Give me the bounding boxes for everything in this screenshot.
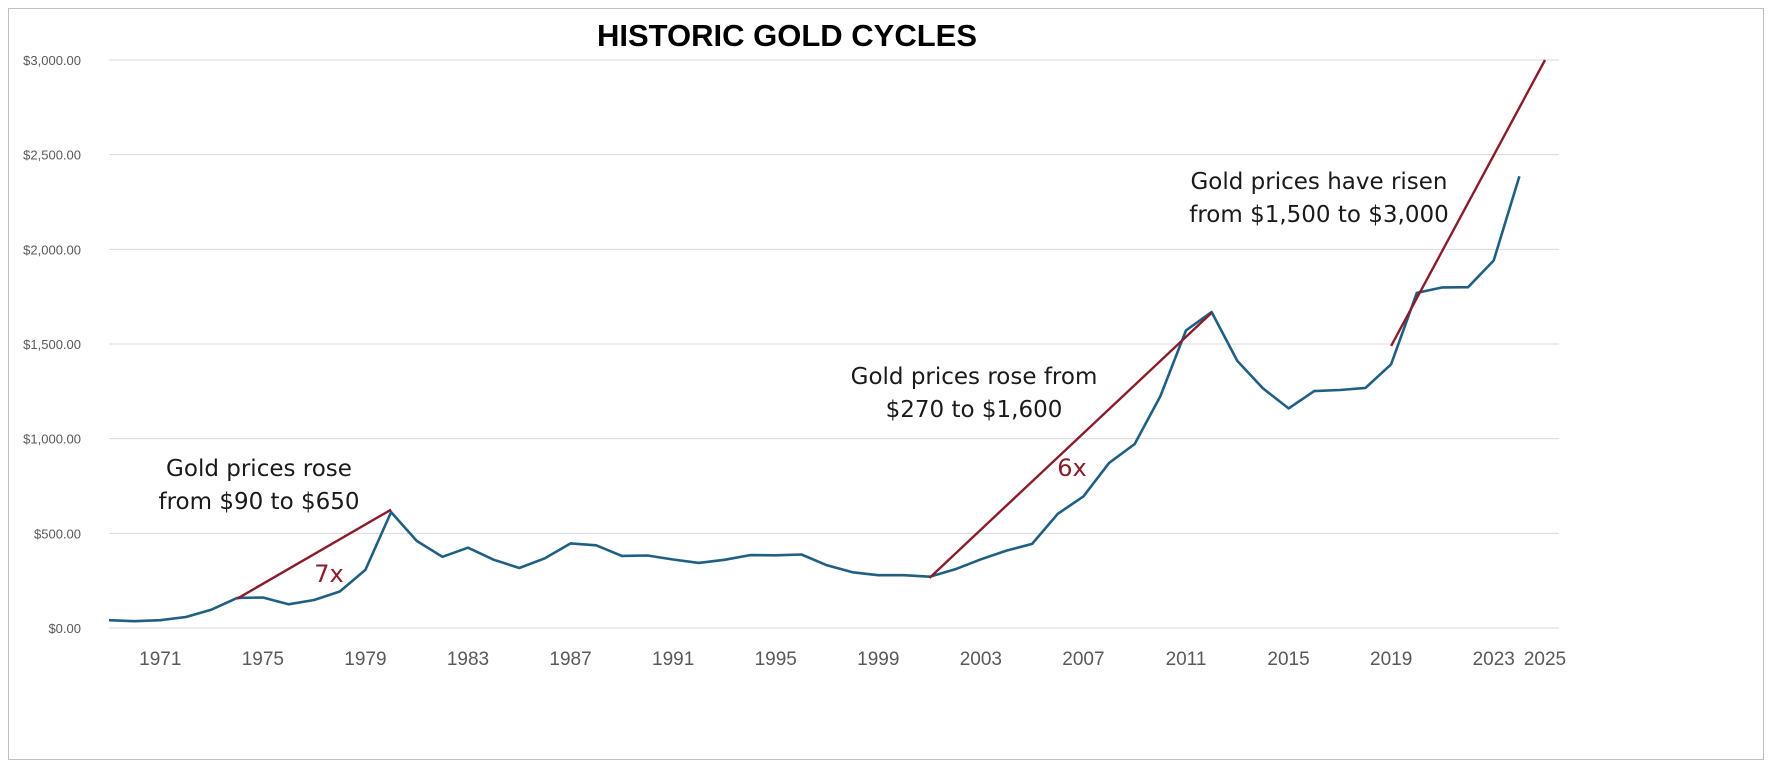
- y-tick-label: $3,000.00: [23, 53, 81, 68]
- annotation-text: Gold prices rose from: [851, 364, 1098, 390]
- x-tick-label: 1999: [857, 649, 899, 670]
- annotation-text: Gold prices rose: [166, 456, 352, 482]
- x-tick-label: 2011: [1166, 649, 1207, 670]
- y-tick-label: $0.00: [48, 621, 81, 636]
- gridlines: [109, 59, 1559, 629]
- chart-title: HISTORIC GOLD CYCLES: [597, 18, 977, 53]
- x-tick-label: 2025: [1524, 649, 1566, 670]
- trend-line: [1390, 59, 1547, 347]
- y-tick-label: $2,000.00: [23, 242, 81, 257]
- series-group: [108, 175, 1521, 623]
- annotation-text: Gold prices have risen: [1190, 169, 1447, 195]
- multiplier-label: 6x: [1057, 454, 1086, 482]
- x-tick-label: 2007: [1062, 649, 1104, 670]
- annotation-text: from $1,500 to $3,000: [1189, 202, 1449, 228]
- y-axis-ticks: $0.00 $500.00 $1,000.00 $1,500.00 $2,000.00 $…: [23, 53, 81, 636]
- chart-frame: HISTORIC GOLD CYCLES $0.00 $500.00 $1,000.…: [8, 8, 1764, 760]
- x-tick-label: 1975: [242, 649, 284, 670]
- x-tick-label: 2023: [1473, 649, 1515, 670]
- gold-cycles-chart: HISTORIC GOLD CYCLES $0.00 $500.00 $1,000.…: [23, 18, 1566, 670]
- annotation-text: $270 to $1,600: [886, 397, 1063, 423]
- x-tick-label: 1983: [447, 649, 489, 670]
- trend-line: [928, 311, 1213, 579]
- x-tick-label: 1991: [652, 649, 694, 670]
- x-tick-label: 2003: [960, 649, 1002, 670]
- x-tick-label: 2015: [1267, 649, 1309, 670]
- x-tick-label: 1971: [139, 649, 181, 670]
- trend-lines: [236, 59, 1547, 600]
- y-tick-label: $500.00: [34, 526, 81, 541]
- y-tick-label: $2,500.00: [23, 148, 81, 163]
- x-tick-label: 1995: [755, 649, 797, 670]
- annotations: Gold prices rose from $90 to $650 7x Gold p…: [159, 169, 1449, 588]
- multiplier-label: 7x: [314, 560, 343, 588]
- x-tick-label: 1979: [344, 649, 386, 670]
- x-axis-ticks: 1971 1975 1979 1983 1987 1991 1995 1999 2003 2007…: [139, 649, 1566, 670]
- y-tick-label: $1,500.00: [23, 337, 81, 352]
- series-line-gold-price: [108, 175, 1521, 623]
- x-tick-label: 1987: [549, 649, 591, 670]
- y-tick-label: $1,000.00: [23, 432, 81, 447]
- trend-line: [236, 508, 392, 600]
- annotation-text: from $90 to $650: [159, 489, 360, 515]
- x-tick-label: 2019: [1370, 649, 1412, 670]
